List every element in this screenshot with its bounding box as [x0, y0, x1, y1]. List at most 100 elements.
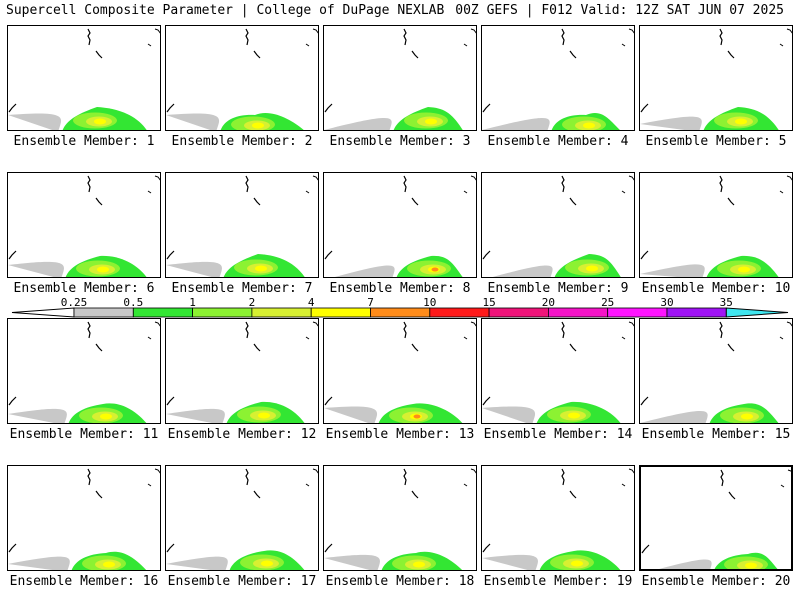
coastline [779, 336, 784, 340]
colorbar-segment [192, 307, 253, 318]
colorbar-segment [73, 307, 134, 318]
coastline [569, 343, 577, 352]
coastline [305, 483, 310, 487]
ensemble-member-6-map[interactable] [7, 172, 161, 278]
contour-fill-0.25 [8, 261, 64, 277]
colorbar-tick-label: 30 [660, 296, 673, 309]
contour-fill-4 [586, 265, 598, 272]
coastline [8, 250, 17, 260]
contour-fill-4 [745, 562, 757, 569]
coastline [312, 28, 318, 34]
contour-fill-0.25 [324, 554, 380, 570]
ensemble-member-label: Ensemble Member: 20 [641, 574, 791, 589]
contour-fill-0.25 [659, 559, 712, 569]
coastline [95, 50, 103, 59]
header-title: Supercell Composite Parameter | College … [6, 3, 445, 18]
colorbar-segment [310, 307, 371, 318]
colorbar-tick-label: 7 [367, 296, 374, 309]
coastline [561, 468, 565, 486]
coastline [312, 321, 318, 327]
coastline [312, 468, 318, 474]
ensemble-member-label: Ensemble Member: 12 [167, 427, 317, 442]
map-canvas [8, 468, 160, 570]
coastline [324, 543, 333, 553]
coastline [470, 468, 476, 474]
colorbar-segment [132, 307, 194, 318]
ensemble-member-17-map[interactable] [165, 465, 319, 571]
ensemble-member-12-map[interactable] [165, 318, 319, 424]
ensemble-member-5-map[interactable] [639, 25, 793, 131]
coastline [786, 175, 792, 181]
coastline [727, 50, 735, 59]
colorbar-tick-label: 35 [720, 296, 733, 309]
coastline [403, 321, 407, 339]
contour-fill-4 [741, 413, 753, 420]
coastline [147, 190, 152, 194]
ensemble-member-4-map[interactable] [481, 25, 635, 131]
ensemble-member-19-map[interactable] [481, 465, 635, 571]
contour-fill-0.25 [8, 556, 70, 570]
colorbar-tick-label: 4 [308, 296, 315, 309]
ensemble-member-11-map[interactable] [7, 318, 161, 424]
contour-fill-0.25 [482, 118, 550, 130]
coastline [253, 490, 261, 499]
coastline [305, 336, 310, 340]
coastline [482, 396, 491, 406]
ensemble-member-20-map[interactable] [639, 465, 793, 571]
ensemble-member-label: Ensemble Member: 2 [171, 134, 313, 149]
ensemble-member-label: Ensemble Member: 15 [641, 427, 791, 442]
coastline [621, 336, 626, 340]
ensemble-member-label: Ensemble Member: 8 [329, 281, 471, 296]
coastline [166, 543, 175, 553]
coastline [403, 468, 407, 486]
coastline [253, 343, 261, 352]
coastline [245, 28, 249, 46]
ensemble-member-label: Ensemble Member: 16 [9, 574, 159, 589]
coastline [719, 28, 723, 46]
ensemble-member-9-map[interactable] [481, 172, 635, 278]
colorbar-segment [370, 307, 431, 318]
colorbar-segment [666, 307, 727, 318]
coastline [87, 468, 91, 486]
map-canvas [166, 28, 318, 130]
ensemble-member-8-map[interactable] [323, 172, 477, 278]
contour-fill-4 [100, 413, 112, 420]
coastline [245, 321, 249, 339]
ensemble-member-16-map[interactable] [7, 465, 161, 571]
ensemble-member-15-map[interactable] [639, 318, 793, 424]
coastline [87, 28, 91, 46]
coastline [8, 543, 17, 553]
ensemble-member-3-map[interactable] [323, 25, 477, 131]
contour-fill-4 [568, 412, 580, 419]
map-canvas [166, 175, 318, 277]
coastline [727, 343, 735, 352]
ensemble-member-18-map[interactable] [323, 465, 477, 571]
map-canvas [482, 28, 634, 130]
colorbar-tick-label: 1 [189, 296, 196, 309]
coastline [166, 250, 175, 260]
ensemble-member-label: Ensemble Member: 19 [483, 574, 633, 589]
ensemble-member-10-map[interactable] [639, 172, 793, 278]
coastline [147, 336, 152, 340]
coastline [720, 469, 724, 487]
coastline [727, 197, 735, 206]
contour-fill-0.25 [640, 411, 708, 423]
coastline [312, 175, 318, 181]
coastline [719, 321, 723, 339]
contour-fill-0.25 [166, 113, 220, 130]
ensemble-member-7-map[interactable] [165, 172, 319, 278]
ensemble-member-1-map[interactable] [7, 25, 161, 131]
colorbar-under-arrow [11, 307, 75, 318]
coastline [728, 491, 736, 500]
ensemble-member-14-map[interactable] [481, 318, 635, 424]
coastline [403, 175, 407, 193]
ensemble-member-2-map[interactable] [165, 25, 319, 131]
coastline [786, 28, 792, 34]
coastline [245, 468, 249, 486]
coastline [403, 28, 407, 46]
map-canvas [324, 321, 476, 423]
map-canvas [8, 28, 160, 130]
colorbar-segment [488, 307, 549, 318]
map-canvas [482, 175, 634, 277]
ensemble-member-13-map[interactable] [323, 318, 477, 424]
